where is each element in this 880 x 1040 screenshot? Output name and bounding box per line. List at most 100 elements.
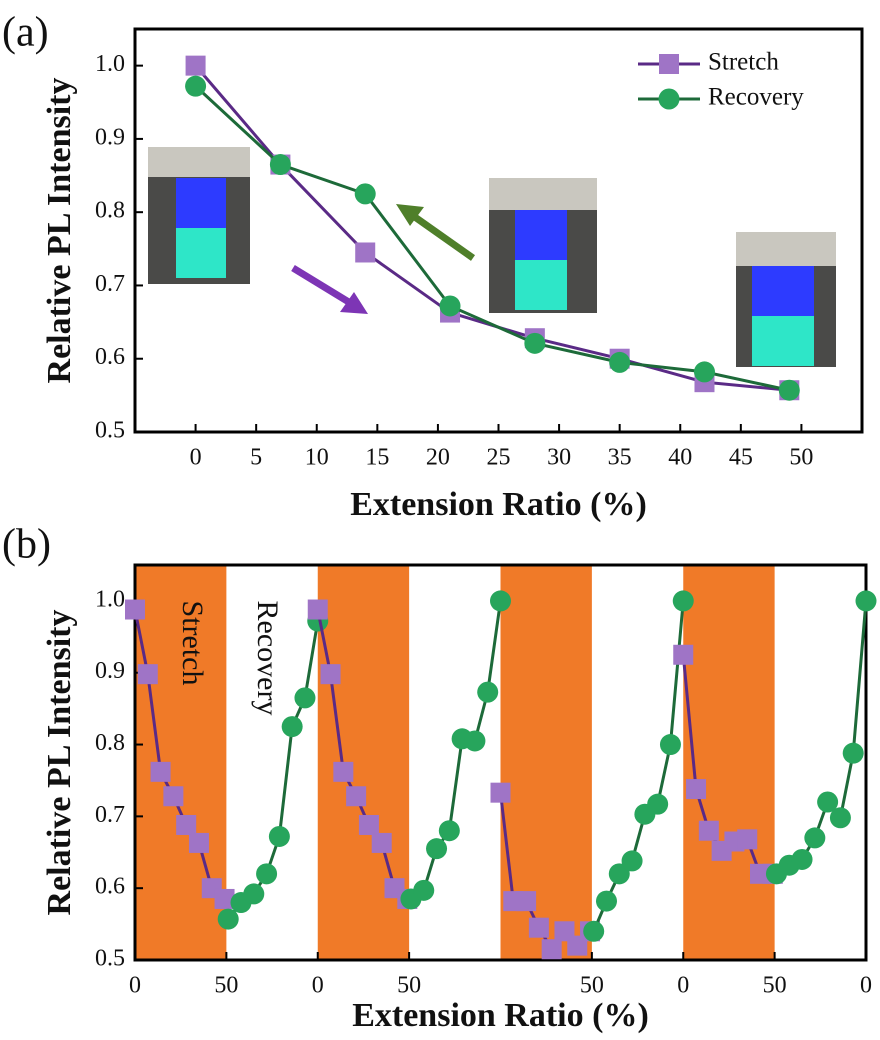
y-tick-label: 0.5 xyxy=(95,418,125,444)
marker xyxy=(595,890,617,912)
x-tick-label: 50 xyxy=(397,973,421,999)
marker xyxy=(609,351,631,373)
x-tick-label: 30 xyxy=(547,445,571,471)
marker xyxy=(185,75,207,97)
marker xyxy=(659,734,681,756)
marker xyxy=(737,829,758,850)
marker xyxy=(791,848,813,870)
photo-insets xyxy=(148,147,836,367)
marker xyxy=(464,730,486,752)
legend-marker xyxy=(659,54,679,74)
x-tick-label: 15 xyxy=(365,445,389,471)
marker xyxy=(333,761,354,782)
marker xyxy=(214,888,235,909)
x-tick-label: 50 xyxy=(789,445,813,471)
marker xyxy=(438,820,460,842)
x-tick-label: 0 xyxy=(190,445,202,471)
marker xyxy=(150,761,171,782)
marker xyxy=(358,814,379,835)
y-tick-label: 0.7 xyxy=(95,271,125,297)
marker xyxy=(426,838,448,860)
marker xyxy=(516,891,537,912)
annotation: Recovery xyxy=(251,601,284,716)
marker xyxy=(163,786,184,807)
stretch-band xyxy=(683,565,775,960)
x-tick-label: 0 xyxy=(312,973,324,999)
marker xyxy=(524,332,546,354)
annotation: Stretch xyxy=(176,601,209,686)
panel-label: (b) xyxy=(2,522,51,568)
y-axis-label: Relative PL Intensity xyxy=(41,78,78,384)
marker xyxy=(137,664,158,685)
y-tick-label: 0.7 xyxy=(95,802,125,828)
y-axis-label: Relative PL Intensity xyxy=(41,610,78,916)
plot-frame xyxy=(133,563,868,962)
y-tick-label: 0.9 xyxy=(95,658,125,684)
stretch-band xyxy=(317,565,410,960)
legend-label: Stretch xyxy=(708,49,779,76)
marker xyxy=(490,782,511,803)
marker xyxy=(583,920,605,942)
marker xyxy=(698,820,719,841)
marker xyxy=(243,883,265,905)
marker xyxy=(125,599,145,620)
marker xyxy=(307,599,328,620)
marker xyxy=(528,917,549,938)
marker xyxy=(477,681,499,703)
marker xyxy=(490,590,511,612)
series-line xyxy=(194,85,790,392)
series-line xyxy=(410,600,502,901)
y-tick-label: 0.8 xyxy=(95,198,125,224)
x-tick-label: 10 xyxy=(305,445,329,471)
legend-marker xyxy=(658,88,680,110)
photo-inset xyxy=(148,147,250,284)
marker xyxy=(608,863,630,885)
x-tick-label: 40 xyxy=(668,445,692,471)
y-tick-label: 1.0 xyxy=(95,586,125,612)
marker xyxy=(842,742,864,764)
x-tick-label: 45 xyxy=(729,445,753,471)
x-axis-label: Extension Ratio (%) xyxy=(350,486,647,523)
x-tick-label: 5 xyxy=(250,445,262,471)
marker xyxy=(188,832,209,853)
x-tick-label: 50 xyxy=(580,973,604,999)
x-tick-label: 20 xyxy=(426,445,450,471)
marker xyxy=(268,825,290,847)
marker xyxy=(693,361,715,383)
y-tick-label: 0.6 xyxy=(95,344,125,370)
x-axis-label: Extension Ratio (%) xyxy=(352,997,649,1034)
x-tick-label: 35 xyxy=(608,445,632,471)
marker xyxy=(355,242,376,263)
marker xyxy=(413,879,435,901)
marker xyxy=(621,850,643,872)
x-tick-label: 0 xyxy=(129,973,141,999)
marker xyxy=(673,644,694,665)
marker xyxy=(672,590,694,612)
marker xyxy=(647,793,669,815)
photo-inset xyxy=(489,178,597,313)
marker xyxy=(829,807,851,829)
panel-label: (a) xyxy=(2,10,49,56)
marker xyxy=(269,154,291,176)
marker xyxy=(354,183,376,205)
marker xyxy=(817,791,839,813)
marker xyxy=(778,379,800,401)
y-tick-label: 0.5 xyxy=(95,946,125,972)
y-tick-label: 0.9 xyxy=(95,124,125,150)
x-tick-label: 25 xyxy=(487,445,511,471)
marker xyxy=(541,939,562,960)
x-tick-label: 0 xyxy=(860,973,872,999)
marker xyxy=(281,716,303,738)
marker xyxy=(185,55,206,76)
marker xyxy=(346,786,367,807)
photo-inset xyxy=(736,232,836,367)
y-tick-label: 0.8 xyxy=(95,730,125,756)
marker xyxy=(804,827,826,849)
marker xyxy=(686,779,707,800)
marker xyxy=(439,295,461,317)
marker xyxy=(176,814,197,835)
arrow xyxy=(396,204,476,261)
legend-label: Recovery xyxy=(708,84,804,111)
y-tick-label: 0.6 xyxy=(95,874,125,900)
